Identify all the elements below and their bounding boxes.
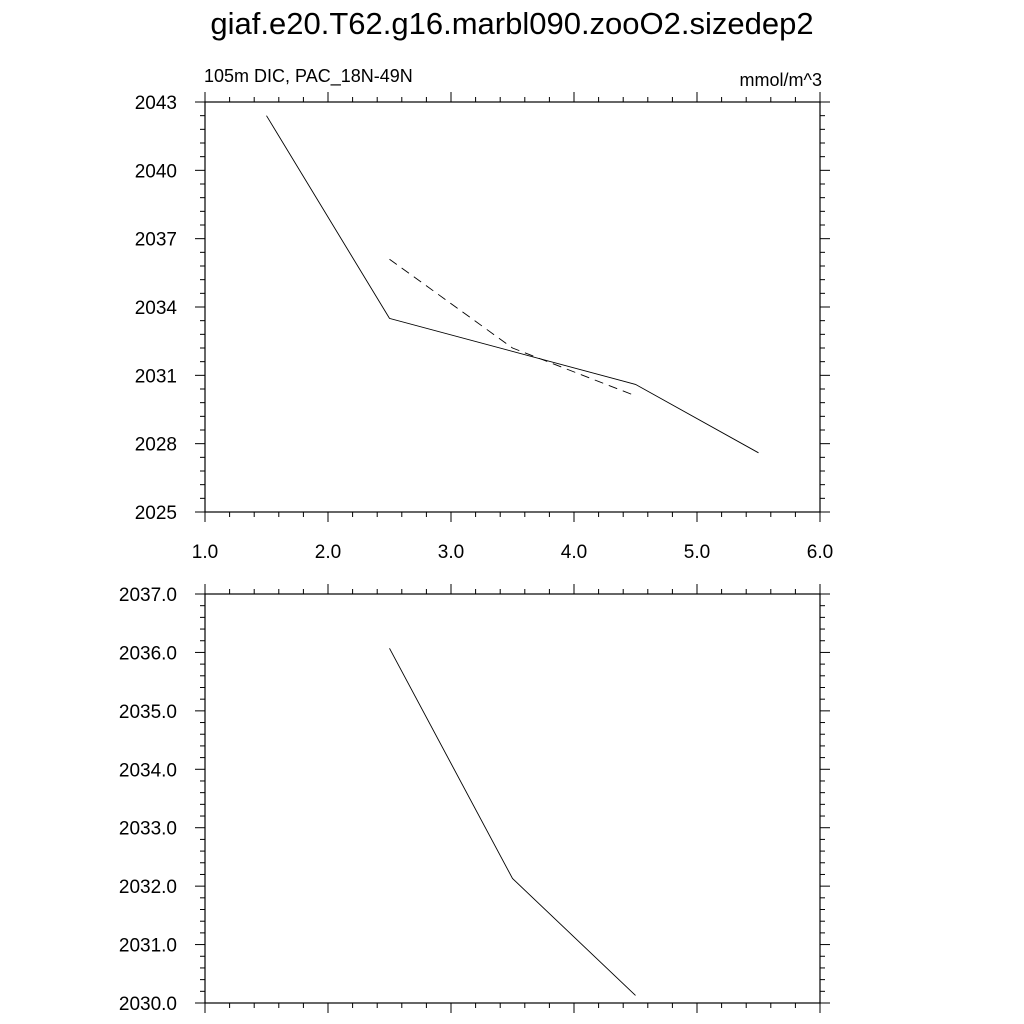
y-tick-label: 2043 [135,93,177,114]
x-tick-label: 4.0 [561,542,587,563]
y-tick-label: 2035.0 [119,702,177,723]
y-tick-label: 2025 [135,503,177,524]
series-line-solid [266,115,759,454]
y-tick-label: 2037.0 [119,585,177,606]
y-tick-label: 2030.0 [119,994,177,1015]
page-title: giaf.e20.T62.g16.marbl090.zooO2.sizedep2 [210,6,814,41]
y-tick-label: 2040 [135,161,177,182]
x-tick-label: 6.0 [807,542,833,563]
x-tick-label: 3.0 [438,542,464,563]
x-tick-label: 1.0 [192,542,218,563]
y-tick-label: 2032.0 [119,877,177,898]
plot-frame [204,101,821,513]
x-tick-label: 5.0 [684,542,710,563]
y-tick-label: 2036.0 [119,643,177,664]
y-tick-label: 2034 [135,298,178,319]
series-line-dashed [389,258,636,397]
y-tick-label: 2028 [135,435,177,456]
y-tick-label: 2033.0 [119,819,177,840]
y-tick-label: 2031 [135,366,177,387]
x-tick-label: 2.0 [315,542,341,563]
chart-subtitle-left: 105m DIC, PAC_18N-49N [204,66,413,86]
chart-units-label: mmol/m^3 [739,70,822,90]
y-tick-label: 2037 [135,230,177,251]
y-tick-label: 2034.0 [119,760,177,781]
series-line-solid [389,648,636,996]
y-tick-label: 2031.0 [119,936,177,957]
plot-frame [204,593,821,1004]
